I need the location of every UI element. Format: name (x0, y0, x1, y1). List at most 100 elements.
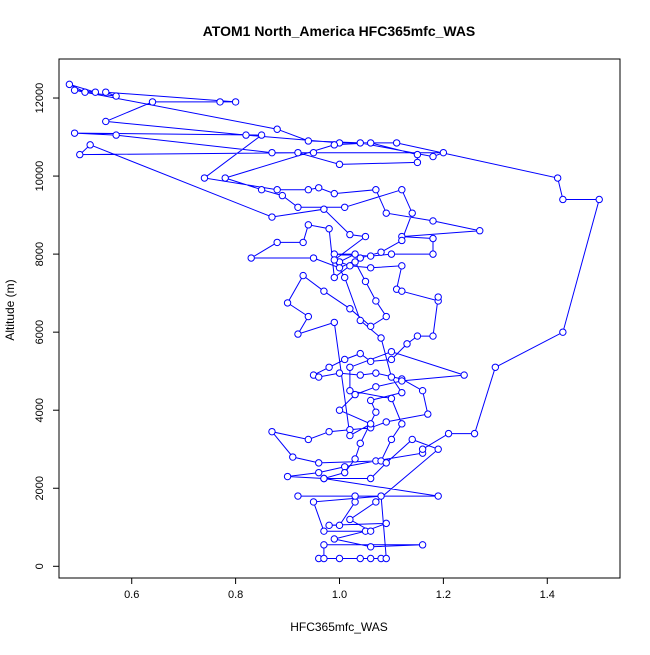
data-point (366, 322, 375, 331)
data-point (382, 519, 390, 528)
data-point (351, 258, 359, 266)
data-point (242, 131, 250, 139)
data-point (398, 388, 406, 397)
data-point (413, 158, 422, 167)
y-tick-label: 2000 (34, 476, 46, 500)
data-point (294, 330, 302, 338)
data-point (346, 230, 354, 239)
x-tick-label: 1.0 (332, 589, 347, 601)
y-tick-label: 10000 (34, 161, 46, 192)
data-point (372, 498, 380, 506)
data-point (351, 492, 359, 500)
data-point (268, 148, 276, 157)
data-point (273, 125, 281, 133)
data-point (65, 80, 74, 89)
data-point (424, 410, 432, 418)
data-point (366, 396, 375, 405)
data-point (403, 340, 411, 348)
data-point (231, 98, 240, 106)
data-point (346, 431, 354, 440)
data-point (398, 236, 406, 245)
data-point (325, 363, 333, 371)
data-point (382, 554, 390, 563)
data-point (304, 137, 313, 145)
data-point (330, 273, 339, 282)
data-point (351, 455, 359, 463)
data-point (372, 408, 380, 416)
data-point (216, 98, 224, 106)
data-point (283, 472, 292, 481)
data-point (283, 299, 292, 307)
data-point (444, 429, 453, 438)
data-point (335, 406, 344, 414)
data-point (315, 468, 323, 477)
data-point (315, 373, 323, 381)
data-point (398, 420, 406, 428)
data-point (366, 252, 375, 260)
data-point (325, 427, 333, 436)
data-point (372, 369, 380, 377)
data-point (595, 195, 603, 204)
data-point (366, 554, 375, 563)
data-point (273, 238, 281, 247)
data-point (70, 86, 79, 94)
data-point (398, 186, 406, 194)
data-point (325, 225, 333, 233)
data-point (340, 203, 349, 211)
data-point (429, 332, 437, 340)
x-tick-label: 0.8 (228, 589, 243, 601)
data-point (392, 139, 401, 147)
data-point (81, 88, 89, 96)
data-point (398, 287, 406, 295)
data-point (470, 429, 479, 438)
data-point (330, 141, 339, 149)
data-point (372, 383, 380, 391)
data-point (366, 139, 375, 147)
data-point (346, 363, 354, 371)
data-point (366, 527, 375, 535)
data-point (366, 357, 375, 366)
data-point (356, 254, 364, 262)
data-point (320, 205, 328, 213)
data-point (268, 213, 276, 221)
data-point (372, 297, 380, 305)
data-point (299, 271, 307, 280)
data-point (102, 117, 110, 126)
data-point (413, 332, 422, 340)
data-point (320, 554, 328, 563)
y-axis-label: Altitude (m) (3, 279, 17, 340)
data-point (330, 535, 339, 543)
data-point (335, 369, 344, 377)
data-point (398, 262, 406, 270)
data-point (413, 150, 422, 159)
data-point (361, 277, 370, 286)
data-point (460, 371, 468, 379)
data-point (408, 209, 416, 217)
data-point (330, 189, 339, 198)
data-point (304, 186, 313, 194)
y-tick-label: 0 (34, 563, 46, 569)
data-point (398, 377, 406, 385)
data-point (273, 186, 281, 194)
data-point (356, 316, 364, 325)
y-tick-label: 4000 (34, 398, 46, 422)
data-point (335, 554, 344, 563)
data-point (377, 334, 385, 342)
data-point (434, 492, 442, 500)
data-point (387, 250, 396, 258)
data-point (340, 273, 349, 282)
data-point (351, 250, 359, 258)
data-point (91, 88, 100, 96)
data-point (346, 515, 354, 524)
data-point (476, 226, 484, 235)
data-point (320, 541, 328, 549)
data-point (356, 554, 364, 563)
y-tick-label: 12000 (34, 83, 46, 114)
data-point (257, 131, 266, 139)
data-point (429, 234, 437, 243)
data-point (366, 420, 375, 428)
data-point (335, 160, 344, 169)
data-point (315, 459, 323, 467)
